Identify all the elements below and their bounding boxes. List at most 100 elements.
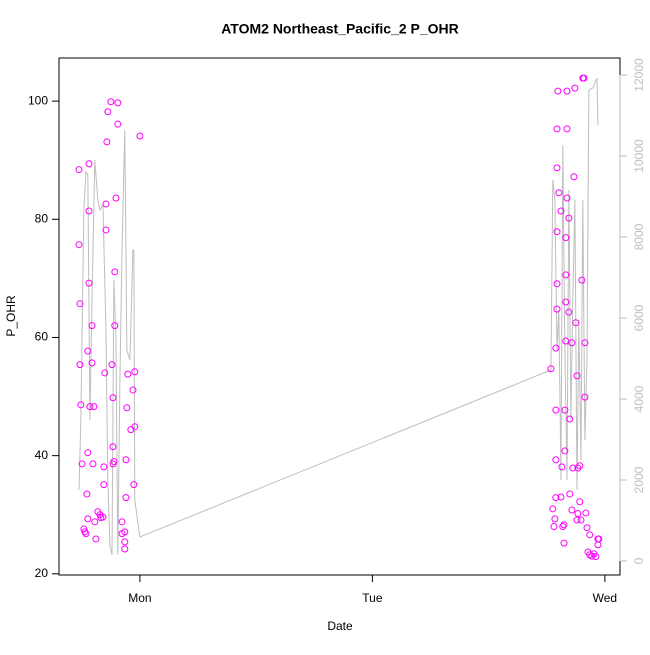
- data-point: [91, 518, 99, 526]
- data-point: [558, 463, 566, 471]
- data-point: [576, 462, 584, 470]
- data-point: [588, 552, 596, 560]
- data-point: [85, 160, 93, 168]
- data-point: [111, 322, 119, 330]
- data-point: [547, 365, 555, 373]
- y2-tick-label: 8000: [632, 223, 646, 250]
- data-point: [100, 481, 108, 489]
- data-point: [82, 530, 90, 538]
- data-point: [75, 241, 83, 249]
- data-point: [557, 207, 565, 215]
- data-point: [572, 319, 580, 327]
- data-point: [563, 125, 571, 133]
- data-point: [562, 271, 570, 279]
- data-point: [109, 394, 117, 402]
- data-point: [136, 132, 144, 140]
- data-point: [102, 200, 110, 208]
- data-point: [557, 493, 565, 501]
- data-point: [99, 513, 107, 521]
- data-point: [84, 347, 92, 355]
- data-point: [562, 337, 570, 345]
- data-point: [563, 194, 571, 202]
- data-point: [123, 404, 131, 412]
- y2-tick-label: 12000: [632, 58, 646, 92]
- x-tick-label: Mon: [128, 591, 151, 605]
- data-point: [582, 509, 590, 517]
- data-point: [112, 194, 120, 202]
- data-point: [114, 120, 122, 128]
- data-point: [568, 339, 576, 347]
- data-point: [121, 538, 129, 546]
- y-tick-label: 60: [35, 330, 49, 344]
- data-point: [581, 393, 589, 401]
- data-point: [130, 481, 138, 489]
- data-point: [595, 535, 603, 543]
- data-point: [121, 545, 129, 553]
- y-tick-label: 80: [35, 211, 49, 225]
- data-point: [92, 535, 100, 543]
- data-point: [122, 494, 130, 502]
- data-point: [83, 490, 91, 498]
- data-point: [573, 372, 581, 380]
- y-tick-label: 20: [35, 566, 49, 580]
- y-axis-label: P_OHR: [4, 295, 18, 337]
- y2-tick-label: 6000: [632, 304, 646, 331]
- data-point: [561, 447, 569, 455]
- x-tick-label: Wed: [593, 591, 617, 605]
- data-point: [560, 539, 568, 547]
- data-point: [129, 386, 137, 394]
- data-point: [101, 369, 109, 377]
- data-point: [592, 553, 600, 561]
- data-point: [78, 460, 86, 468]
- data-point: [84, 515, 92, 523]
- chart-title: ATOM2 Northeast_Pacific_2 P_OHR: [221, 21, 459, 37]
- data-point: [565, 214, 573, 222]
- data-point: [553, 280, 561, 288]
- data-point: [88, 359, 96, 367]
- data-point: [76, 300, 84, 308]
- data-point: [552, 494, 560, 502]
- data-point: [553, 228, 561, 236]
- data-point: [586, 531, 594, 539]
- data-point: [568, 506, 576, 514]
- data-point: [569, 464, 577, 472]
- data-point: [552, 344, 560, 352]
- data-point: [553, 305, 561, 313]
- data-point: [563, 87, 571, 95]
- data-point: [583, 524, 591, 532]
- data-point: [89, 460, 97, 468]
- data-point: [578, 276, 586, 284]
- data-point: [131, 368, 139, 376]
- data-point: [108, 361, 116, 369]
- data-point: [553, 164, 561, 172]
- data-point: [549, 505, 557, 513]
- y2-tick-label: 2000: [632, 466, 646, 493]
- data-point: [107, 98, 115, 106]
- data-point: [561, 406, 569, 414]
- y2-tick-label: 0: [632, 557, 646, 564]
- y2-tick-label: 4000: [632, 385, 646, 412]
- data-point: [118, 518, 126, 526]
- data-point: [76, 361, 84, 369]
- data-point: [550, 523, 558, 531]
- data-point: [131, 423, 139, 431]
- data-point: [552, 406, 560, 414]
- data-point: [570, 173, 578, 181]
- data-point: [565, 308, 573, 316]
- data-point: [566, 490, 574, 498]
- data-point: [122, 456, 130, 464]
- data-point: [103, 138, 111, 146]
- data-point: [562, 298, 570, 306]
- data-point: [111, 268, 119, 276]
- data-point: [562, 234, 570, 242]
- data-point: [559, 523, 567, 531]
- data-point: [90, 403, 98, 411]
- data-point: [577, 516, 585, 524]
- data-point: [576, 498, 584, 506]
- data-point: [574, 510, 582, 518]
- data-point: [551, 515, 559, 523]
- data-point: [81, 528, 89, 536]
- data-point: [581, 339, 589, 347]
- y-tick-label: 100: [28, 93, 48, 107]
